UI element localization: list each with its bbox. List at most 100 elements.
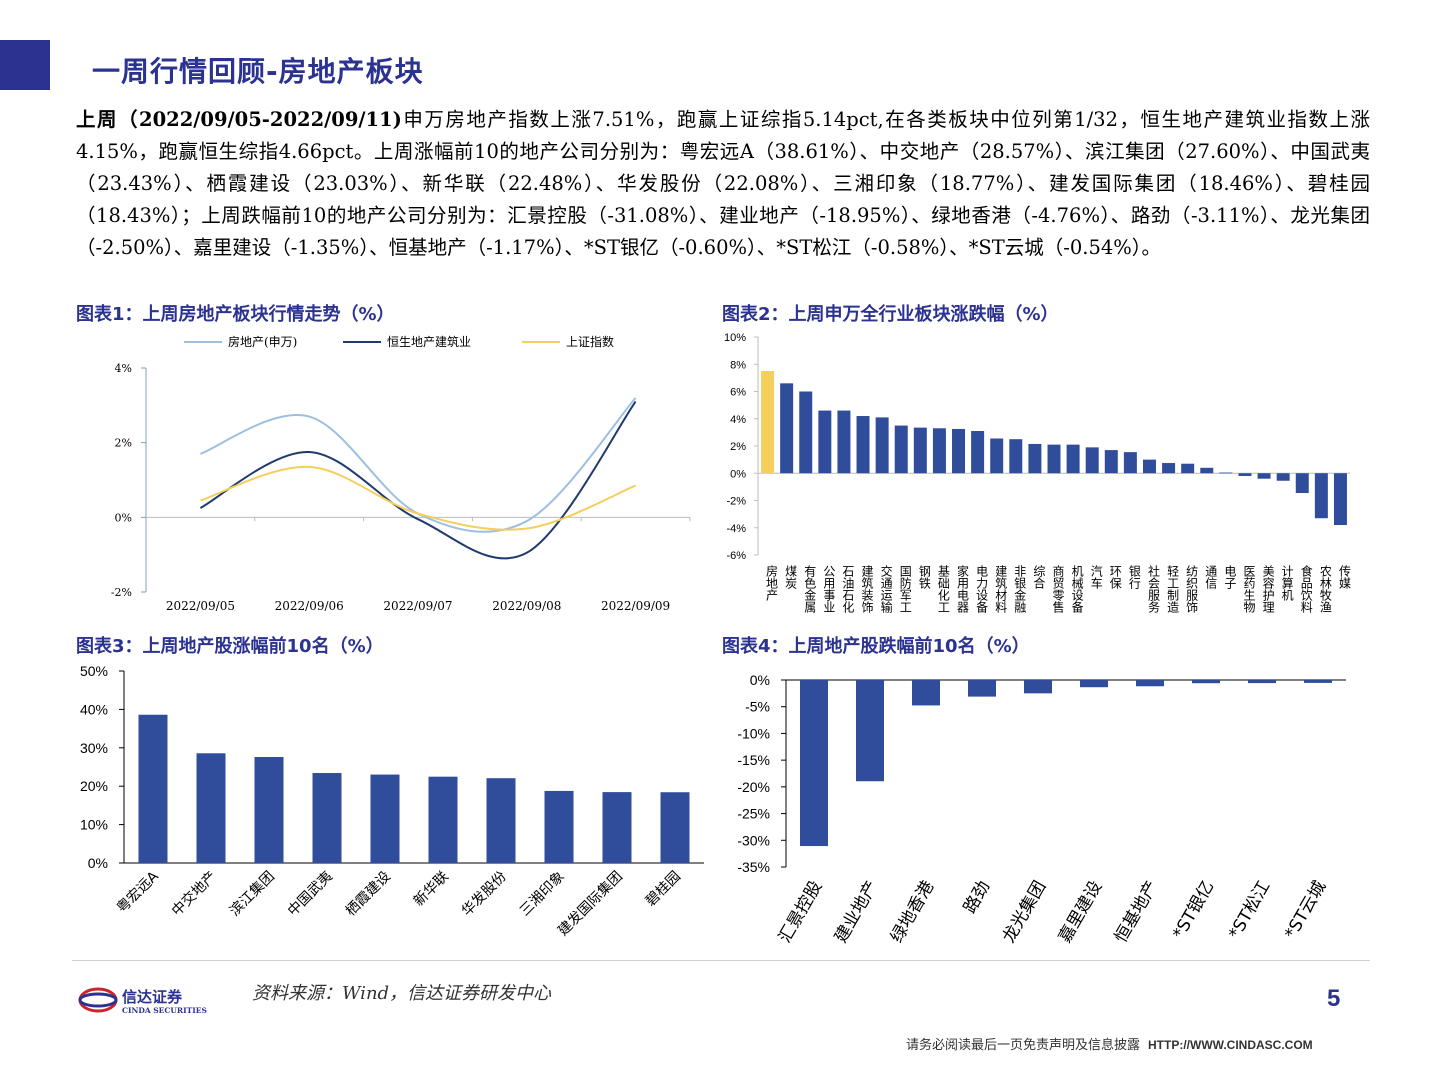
x-tick-label: 2022/09/06 — [275, 599, 344, 613]
y-tick-label: 4% — [730, 414, 746, 426]
bar — [486, 778, 516, 863]
y-tick-label: 8% — [730, 359, 746, 371]
bar — [1314, 473, 1328, 519]
bar — [780, 383, 794, 474]
bar — [1123, 452, 1137, 474]
x-tick-label: 2022/09/08 — [492, 599, 561, 613]
chart-1-line: -2% 0% 2% 4% 2022/09/05 2022/09/06 2022/09/07 2… — [111, 334, 691, 613]
x-tick-label: 机械设备 — [1070, 565, 1084, 614]
bar — [837, 410, 851, 474]
figure1-title: 图表1：上周房地产板块行情走势（%） — [76, 304, 395, 325]
legend-label: 恒生地产建筑业 — [387, 334, 471, 349]
x-tick-label: 食品饮料 — [1299, 564, 1313, 613]
figure4-title: 图表4：上周地产股跌幅前10名（%） — [722, 636, 1030, 657]
x-tick-label: 碧桂园 — [643, 869, 684, 910]
x-tick-label: 石油石化 — [841, 565, 855, 614]
data-source: 资料来源：Wind，信达证券研发中心 — [252, 983, 552, 1004]
y-tick-label: -2% — [111, 586, 132, 599]
logo-name: 信达证券 — [122, 988, 183, 1006]
bar — [1066, 444, 1080, 474]
bar — [971, 431, 985, 474]
x-tick-label: 2022/09/05 — [166, 599, 235, 613]
bar — [1181, 463, 1195, 474]
bar — [1024, 680, 1052, 694]
x-tick-label: 综合 — [1032, 565, 1046, 589]
bar — [1257, 473, 1271, 479]
y-tick-label: -15% — [737, 752, 770, 768]
x-tick-label: 纺织服饰 — [1185, 565, 1199, 613]
y-tick-label: 4% — [115, 362, 132, 375]
bar — [1192, 680, 1220, 684]
bar — [544, 790, 574, 863]
x-tick-label: 交通运输 — [879, 564, 893, 614]
x-tick-label: *ST云城 — [1281, 878, 1330, 943]
bar — [856, 416, 870, 474]
bar — [875, 417, 889, 474]
bar — [1142, 459, 1156, 474]
x-tick-label: 华发股份 — [459, 869, 510, 920]
y-tick-label: -35% — [737, 859, 770, 875]
x-tick-label: 有色金属 — [803, 565, 817, 614]
summary-paragraph: 上周（2022/09/05-2022/09/11)申万房地产指数上涨7.51%，… — [76, 104, 1370, 264]
bar — [660, 792, 690, 863]
y-tick-label: 50% — [80, 663, 108, 679]
x-tick-label: 煤炭 — [784, 565, 798, 590]
x-tick-label: 轻工制造 — [1166, 565, 1180, 613]
y-tick-label: 10% — [80, 817, 108, 833]
bar — [428, 776, 458, 863]
bar — [1304, 680, 1332, 683]
bar — [1276, 473, 1290, 481]
bar — [1028, 443, 1042, 474]
x-tick-label: 建业地产 — [831, 878, 882, 947]
x-tick-label: 龙光集团 — [999, 878, 1050, 947]
x-tick-label: 商贸零售 — [1051, 564, 1065, 613]
x-tick-label: 电子 — [1223, 565, 1237, 589]
bar — [1200, 467, 1214, 474]
footer-url[interactable]: HTTP://WWW.CINDASC.COM — [1148, 1038, 1313, 1052]
bar — [1162, 463, 1176, 474]
x-tick-label: 粤宏远A — [114, 868, 162, 916]
bar — [932, 428, 946, 474]
x-tick-label: 2022/09/09 — [601, 599, 670, 613]
page-title: 一周行情回顾-房地产板块 — [92, 55, 424, 88]
x-tick-label: 建筑材料 — [994, 565, 1008, 613]
x-tick-label: *ST银亿 — [1169, 878, 1218, 943]
x-tick-label: 绿地香港 — [887, 878, 938, 947]
y-tick-label: 20% — [80, 778, 108, 794]
x-tick-label: 基础化工 — [936, 565, 950, 613]
x-tick-label: 传媒 — [1337, 564, 1351, 589]
x-tick-label: 中交地产 — [168, 868, 220, 920]
bar — [952, 428, 966, 474]
bar — [1219, 472, 1233, 474]
page-number: 5 — [1327, 985, 1341, 1012]
bar — [602, 792, 632, 863]
legend-label: 房地产(申万) — [228, 334, 297, 349]
series-line — [200, 465, 636, 531]
chart-4-top-losers: -35% -30% -25% -20% -15% -10% -5% 0% 汇景控股 建业地产 绿地香… — [737, 672, 1346, 947]
bar — [1238, 473, 1252, 476]
chart-3-top-gainers: 0% 10% 20% 30% 40% 50% 粤宏远A 中交地产 滨江集团 中国武夷 栖霞建设 新华联… — [80, 663, 704, 939]
x-tick-label: 路劲 — [960, 878, 994, 917]
y-tick-label: -6% — [726, 550, 746, 562]
y-tick-label: 30% — [80, 740, 108, 756]
y-tick-label: 0% — [730, 468, 746, 480]
x-tick-label: 恒基地产 — [1111, 878, 1162, 947]
legend-label: 上证指数 — [566, 334, 614, 349]
y-tick-label: -5% — [745, 699, 770, 715]
company-logo: 信达证券 CINDA SECURITIES — [78, 984, 228, 1020]
x-tick-label: 银行 — [1127, 565, 1141, 589]
bar — [856, 680, 884, 782]
y-tick-label: 0% — [115, 511, 132, 524]
bar — [913, 427, 927, 474]
bar — [800, 680, 828, 847]
bar — [1295, 473, 1309, 494]
bar — [1085, 447, 1099, 474]
x-tick-label: 栖霞建设 — [343, 869, 394, 920]
bar — [1248, 680, 1276, 684]
bar — [968, 680, 996, 697]
bar — [990, 438, 1004, 474]
disclaimer-text: 请务必阅读最后一页免责声明及信息披露 — [906, 1038, 1141, 1053]
chart-2-industry-bars: -6%-4%-2%0%2%4%6%8%10%房地产 煤炭 有色金属 公用事业 石油石化建… — [724, 332, 1351, 614]
x-tick-label: 计算机 — [1280, 565, 1294, 601]
x-tick-label: 农林牧渔 — [1318, 565, 1332, 613]
